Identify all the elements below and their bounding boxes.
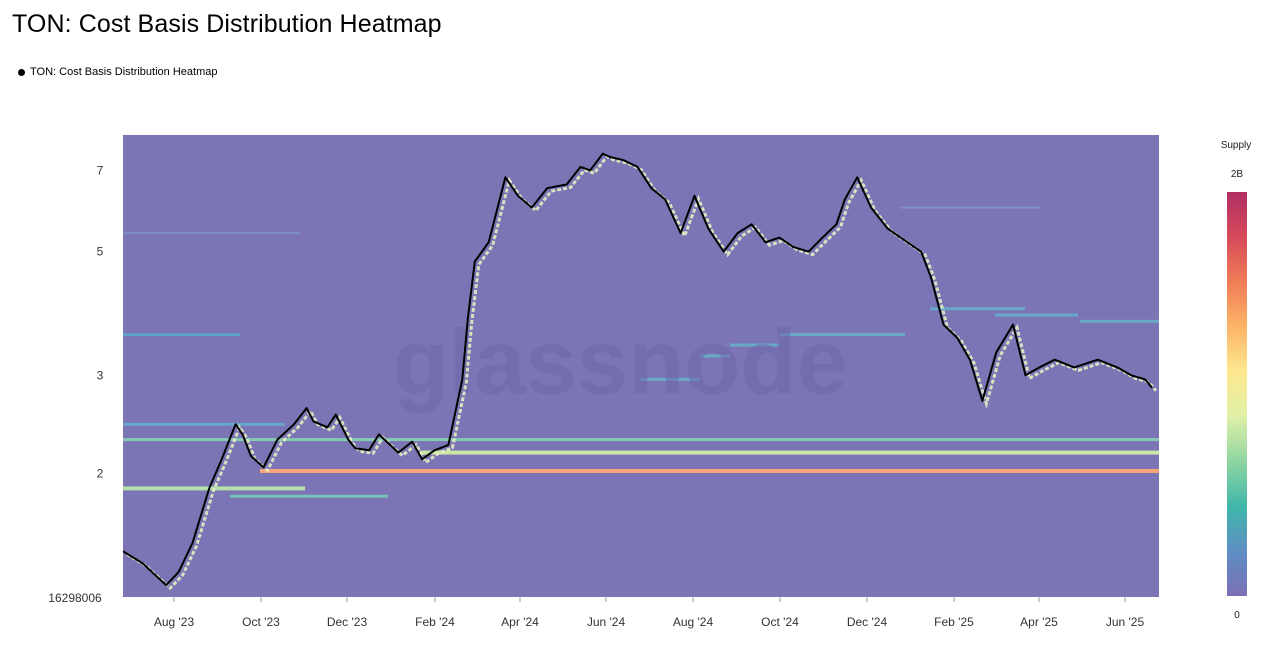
colorbar: Supply 2B 0 [1221,140,1252,621]
x-tick-label: Jun '25 [1106,615,1145,629]
band-6-00 [900,206,1040,209]
price-line [123,152,1153,587]
y-tick-label: 3 [97,368,104,382]
legend: TON: Cost Basis Distribution Heatmap [18,66,217,78]
band-3-75 [1080,319,1159,323]
watermark: glassnode [393,312,848,414]
y-axis: 7 5 3 2 16298006 [48,163,103,605]
legend-label: TON: Cost Basis Distribution Heatmap [30,66,218,78]
colorbar-gradient [1227,192,1247,596]
band-5-40 [123,232,300,235]
x-tick-label: Feb '24 [415,615,455,629]
x-axis: Aug '23 Oct '23 Dec '23 Feb '24 Apr '24 Jun '… [154,597,1145,629]
x-tick-label: Jun '24 [587,615,626,629]
x-tick-label: Aug '23 [154,615,195,629]
legend-marker [18,68,25,76]
band-2-30 [123,438,1159,442]
band-2-45 [123,422,285,426]
x-tick-label: Dec '23 [327,615,368,629]
band-3-95 [930,307,1025,311]
colorbar-max-label: 2B [1231,169,1244,180]
band-3-85 [995,313,1078,317]
x-tick-label: Aug '24 [673,615,714,629]
band-3-55b [780,333,905,337]
chart-title: TON: Cost Basis Distribution Heatmap [12,10,442,38]
x-tick-label: Feb '25 [934,615,974,629]
y-axis-bottom-label: 16298006 [48,591,102,605]
y-tick-label: 7 [97,163,104,177]
band-2-18 [420,450,1159,455]
colorbar-title: Supply [1221,140,1252,151]
band-strong-2-02 [260,469,1159,474]
x-tick-label: Oct '24 [761,615,799,629]
band-3-25 [700,354,730,358]
cost-basis-bands [123,206,1159,498]
y-tick-label: 5 [97,245,104,259]
plot-background [123,135,1159,597]
y-tick-label: 2 [97,466,104,480]
cost-basis-highlight-line [126,154,1158,591]
band-3-55 [123,333,240,337]
band-3-40 [730,343,780,347]
x-tick-label: Oct '23 [242,615,280,629]
band-2-95 [640,377,700,381]
colorbar-min-label: 0 [1234,610,1240,621]
x-tick-label: Dec '24 [847,615,888,629]
x-tick-label: Apr '24 [501,615,539,629]
x-tick-label: Apr '25 [1020,615,1058,629]
band-1-82 [230,494,388,498]
price-line-layer [123,152,1158,591]
